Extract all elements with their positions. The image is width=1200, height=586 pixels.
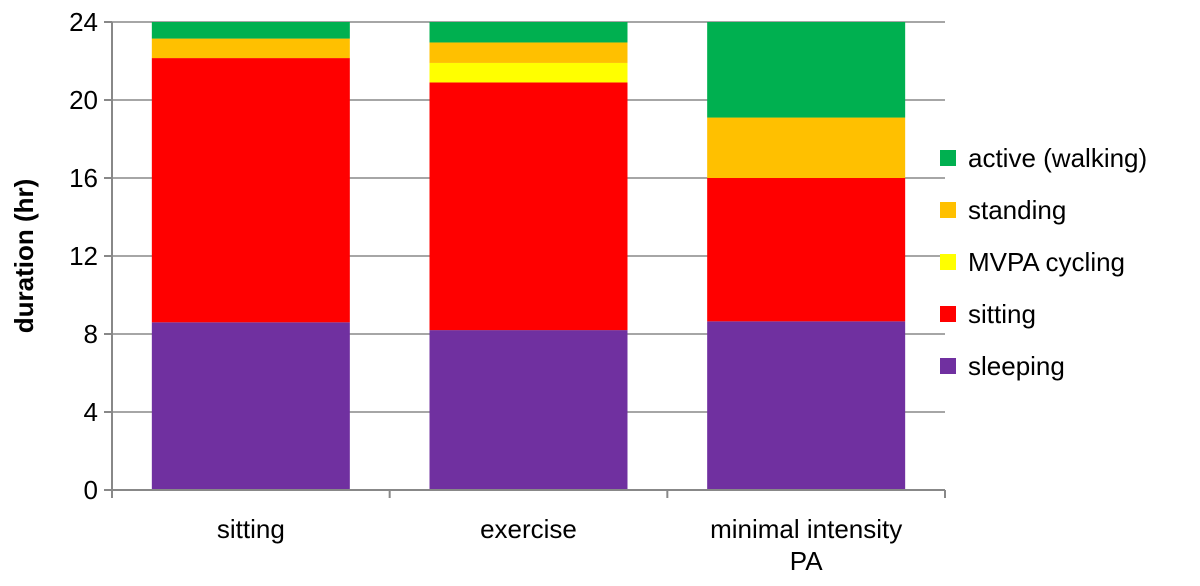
x-category-label-line: exercise bbox=[480, 514, 577, 544]
bar-segment-active-walking--0 bbox=[151, 22, 350, 39]
x-category-label-line: minimal intensity bbox=[710, 514, 902, 544]
legend-swatch bbox=[940, 358, 956, 374]
y-axis-label: duration (hr) bbox=[9, 179, 39, 334]
legend-swatch bbox=[940, 254, 956, 270]
x-category-label-line: sitting bbox=[217, 514, 285, 544]
x-category-label: minimal intensity PA bbox=[710, 514, 902, 576]
y-tick-label: 20 bbox=[69, 85, 98, 115]
legend-swatch bbox=[940, 306, 956, 322]
bar-segment-sitting-0 bbox=[151, 58, 350, 323]
x-category-label: exercise bbox=[480, 514, 577, 544]
bar-segment-active-walking--2 bbox=[707, 22, 906, 118]
bar-segment-sleeping-2 bbox=[707, 321, 906, 490]
x-category-label-line: PA bbox=[790, 546, 823, 576]
bar-segment-sitting-2 bbox=[707, 178, 906, 322]
legend-label: sleeping bbox=[968, 351, 1065, 381]
bar-segment-standing-1 bbox=[429, 42, 628, 63]
bar-segment-mvpa-cycling-1 bbox=[429, 62, 628, 83]
legend-label: sitting bbox=[968, 299, 1036, 329]
y-tick-label: 12 bbox=[69, 241, 98, 271]
bar-segment-sitting-1 bbox=[429, 82, 628, 331]
legend-label: MVPA cycling bbox=[968, 247, 1125, 277]
y-tick-label: 8 bbox=[84, 319, 98, 349]
bar-segment-standing-0 bbox=[151, 38, 350, 59]
legend-label: standing bbox=[968, 195, 1066, 225]
x-category-label: sitting bbox=[217, 514, 285, 544]
y-tick-label: 24 bbox=[69, 7, 98, 37]
y-tick-label: 16 bbox=[69, 163, 98, 193]
legend-label: active (walking) bbox=[968, 143, 1147, 173]
bar-segment-active-walking--1 bbox=[429, 22, 628, 43]
y-tick-label: 0 bbox=[84, 475, 98, 505]
legend-swatch bbox=[940, 202, 956, 218]
bar-segment-sleeping-1 bbox=[429, 330, 628, 490]
bar-segment-sleeping-0 bbox=[151, 322, 350, 490]
legend-swatch bbox=[940, 150, 956, 166]
y-tick-label: 4 bbox=[84, 397, 98, 427]
bar-segment-standing-2 bbox=[707, 117, 906, 178]
